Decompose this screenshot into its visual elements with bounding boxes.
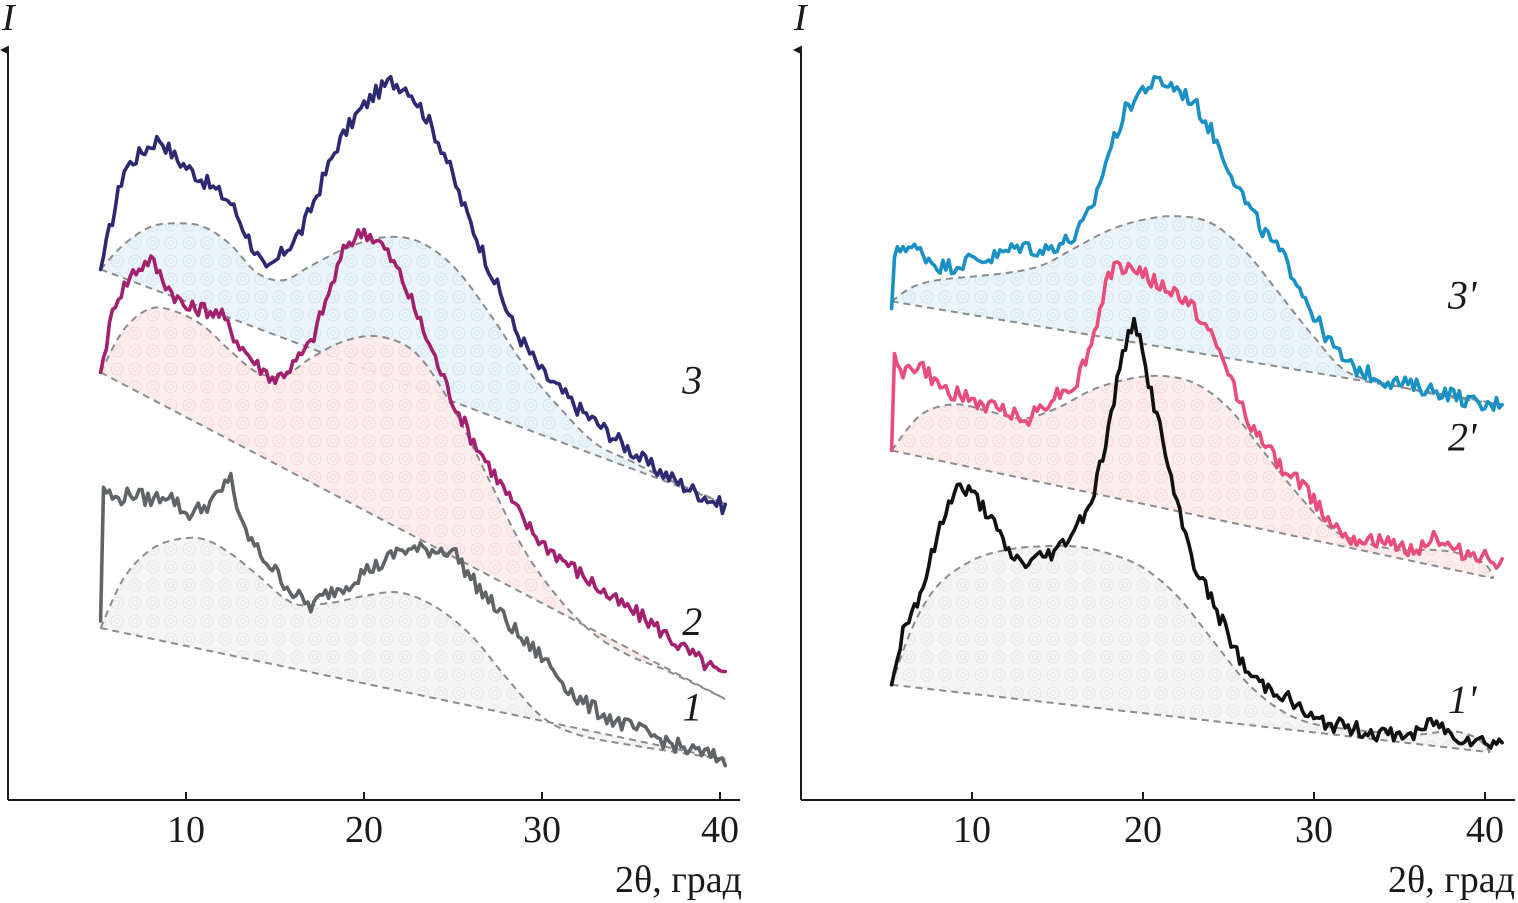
- curve-labels-left: 3 2 1: [681, 358, 702, 730]
- amorphous-envelope-1: [99, 536, 726, 761]
- baseline-fill-1p: [891, 545, 1491, 753]
- x-tick-label: 30: [1295, 809, 1333, 851]
- x-tick-label: 10: [953, 809, 991, 851]
- curve-label-2p: 2': [1448, 415, 1478, 460]
- fills-right: [890, 215, 1503, 754]
- curve-label-2: 2: [682, 599, 702, 644]
- series-line-2: [98, 227, 728, 674]
- baseline-fill-1: [100, 537, 726, 760]
- series-line-3p: [889, 75, 1504, 412]
- x-axis-title-left: 2θ, град: [615, 859, 742, 901]
- amorphous-envelope-1p: [890, 544, 1491, 753]
- y-axis-title-right: I: [793, 0, 809, 39]
- x-axis-title-right: 2θ, град: [1388, 859, 1515, 901]
- curve-label-3p: 3': [1447, 273, 1478, 318]
- panel-left: 10 20 30 40 I 2θ, град 3 2 1: [0, 0, 742, 901]
- background-line-2p: [891, 449, 1494, 580]
- x-tick-label: 10: [167, 809, 205, 851]
- background-line-2: [100, 371, 726, 700]
- curve-labels-right: 3' 2' 1': [1447, 273, 1478, 723]
- ticks-right: 10 20 30 40: [953, 792, 1504, 851]
- x-tick-label: 20: [1124, 809, 1162, 851]
- curve-label-1: 1: [682, 684, 702, 729]
- series-line-1: [98, 471, 728, 768]
- baseline-fill-2: [100, 307, 726, 699]
- fills-left: [99, 222, 726, 761]
- baseline-fill-2p: [891, 375, 1494, 579]
- curves-left: [98, 74, 728, 768]
- amorphous-envelope-3p: [891, 215, 1503, 406]
- series-line-3: [98, 74, 728, 516]
- amorphous-envelope-3: [99, 222, 726, 505]
- ticks-left: 10 20 30 40: [167, 792, 739, 851]
- curve-label-3: 3: [681, 358, 702, 403]
- series-line-1p: [889, 316, 1504, 750]
- background-line-1p: [891, 683, 1491, 754]
- amorphous-envelope-2p: [890, 374, 1495, 579]
- background-line-1: [100, 627, 726, 761]
- curve-label-1p: 1': [1448, 677, 1478, 722]
- panel-right: 10 20 30 40 I 2θ, град 3' 2' 1': [792, 0, 1515, 901]
- curves-right: [889, 75, 1504, 750]
- x-tick-label: 30: [523, 809, 561, 851]
- x-tick-label: 40: [701, 809, 739, 851]
- amorphous-envelope-2: [99, 306, 726, 700]
- series-line-2p: [889, 260, 1504, 570]
- x-tick-label: 40: [1466, 809, 1504, 851]
- y-axis-title-left: I: [1, 0, 17, 39]
- x-tick-label: 20: [345, 809, 383, 851]
